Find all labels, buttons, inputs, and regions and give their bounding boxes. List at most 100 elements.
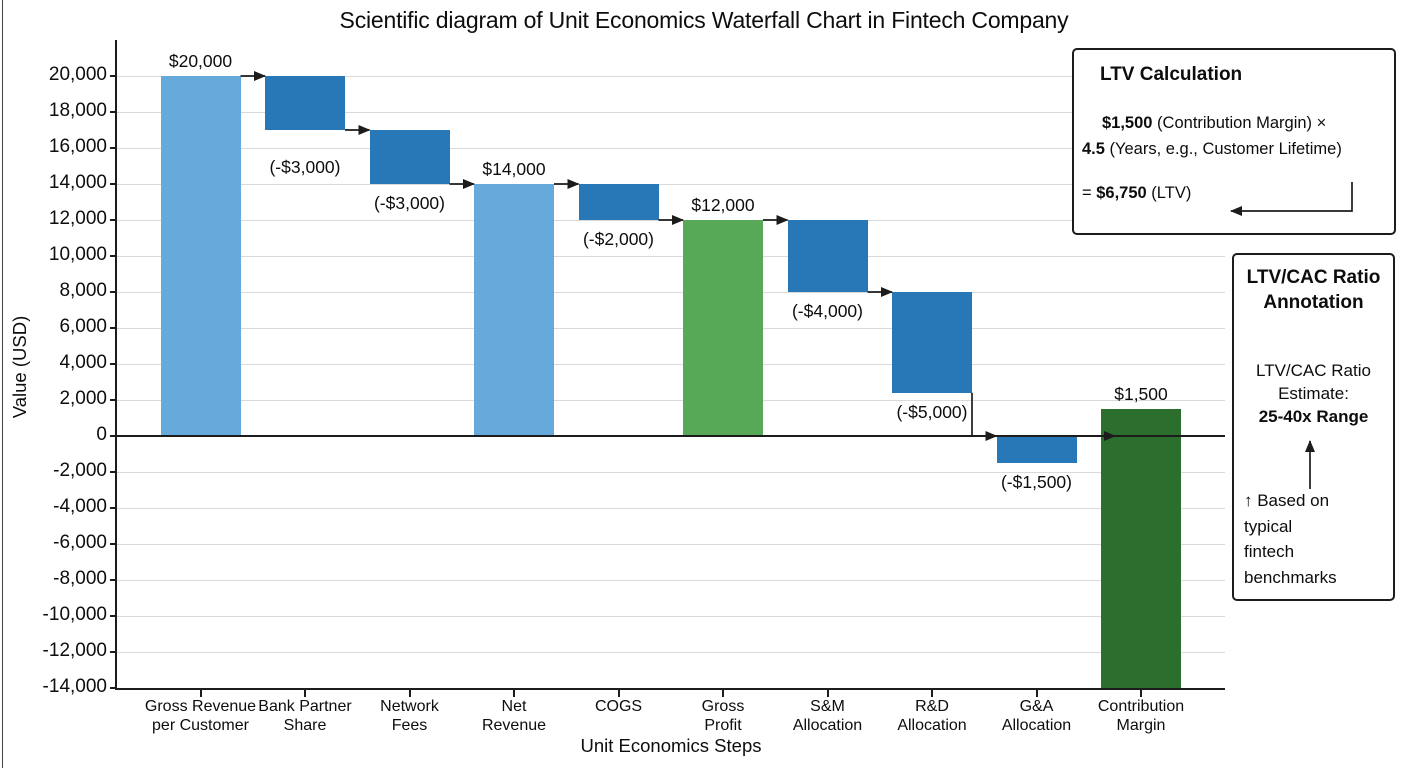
bar-network-fees: [369, 130, 450, 184]
y-tick-label: 14,000: [48, 172, 107, 193]
gridline: [117, 75, 1225, 77]
y-tick-mark: [110, 255, 117, 257]
x-axis-title: Unit Economics Steps: [580, 735, 762, 756]
y-tick-mark: [110, 435, 117, 437]
y-tick-label: 6,000: [59, 316, 107, 337]
gridline: [117, 111, 1225, 113]
bar-s-m-allocation: [787, 220, 868, 292]
y-tick-mark: [110, 219, 117, 221]
chart-title: Scientific diagram of Unit Economics Wat…: [339, 7, 1069, 33]
x-tick-label-net-revenue: Net Revenue: [481, 698, 547, 734]
x-tick-mark: [722, 690, 724, 697]
y-tick-mark: [110, 543, 117, 545]
y-tick-label: 18,000: [48, 100, 107, 121]
y-tick-mark: [110, 111, 117, 113]
y-tick-mark: [110, 147, 117, 149]
x-axis-spine: [117, 688, 1225, 690]
value-label-contribution-margin: $1,500: [1114, 384, 1168, 404]
bar-gross-revenue-per-customer: [160, 76, 241, 436]
x-tick-mark: [1035, 690, 1038, 697]
y-tick-label: 0: [96, 424, 107, 445]
y-tick-mark: [110, 507, 117, 509]
ltv-cac-annotation-title: LTV/CAC Ratio Annotation: [1246, 267, 1381, 313]
x-tick-mark: [826, 690, 829, 697]
bar-g-a-allocation: [996, 436, 1077, 463]
value-label-s-m-allocation: (-$4,000): [791, 301, 863, 321]
gridline: [117, 291, 1225, 293]
x-tick-mark: [408, 690, 411, 697]
y-tick-mark: [110, 327, 117, 329]
y-tick-label: 12,000: [48, 208, 107, 229]
ltv-cac-annotation-body: LTV/CAC Ratio Estimate: 25-40x Range: [1256, 361, 1371, 426]
y-axis-spine: [115, 40, 117, 690]
bar-gross-profit: [683, 220, 763, 436]
x-tick-mark: [513, 690, 515, 697]
gridline: [117, 327, 1225, 329]
value-label-net-revenue: $14,000: [482, 159, 546, 179]
y-tick-label: -2,000: [53, 460, 107, 481]
bar-bank-partner-share: [265, 76, 345, 130]
bar-contribution-margin: [1101, 409, 1181, 688]
y-tick-label: 8,000: [59, 280, 107, 301]
x-tick-label-network-fees: Network Fees: [380, 698, 439, 734]
y-tick-label: -4,000: [53, 496, 107, 517]
x-tick-label-s-m-allocation: S&M Allocation: [792, 698, 863, 734]
bar-cogs: [578, 184, 659, 220]
value-label-gross-revenue-per-customer: $20,000: [168, 51, 233, 71]
value-label-g-a-allocation: (-$1,500): [1000, 472, 1072, 492]
x-tick-label-bank-partner-share: Bank Partner Share: [258, 698, 352, 734]
y-tick-label: -8,000: [53, 568, 107, 589]
ltv-annotation-title: LTV Calculation: [1100, 64, 1243, 85]
y-tick-label: 2,000: [59, 388, 107, 409]
y-tick-label: 16,000: [48, 136, 107, 157]
ltv-line-2: 4.5 (Years, e.g., Customer Lifetime): [1082, 140, 1342, 158]
y-tick-mark: [110, 687, 117, 689]
value-label-network-fees: (-$3,000): [373, 193, 445, 213]
y-tick-mark: [110, 471, 117, 473]
x-tick-mark: [1140, 690, 1142, 697]
y-tick-label: -6,000: [53, 532, 107, 553]
gridline: [117, 399, 1225, 401]
ltv-cac-annotation-note: ↑ Based on typical fintech benchmarks: [1244, 491, 1337, 587]
ltv-cac-ratio-annotation: LTV/CAC Ratio Annotation LTV/CAC Ratio E…: [1232, 253, 1395, 601]
y-tick-label: 4,000: [59, 352, 107, 373]
page-edge-line: [2, 0, 3, 768]
ltv-calculation-annotation: LTV Calculation $1,500 (Contribution Mar…: [1072, 48, 1396, 235]
x-tick-label-cogs: COGS: [594, 698, 643, 715]
x-tick-label-gross-revenue-per-customer: Gross Revenue per Customer: [144, 698, 257, 734]
gridline: [117, 507, 1225, 509]
y-tick-mark: [110, 615, 117, 617]
gridline: [117, 183, 1225, 185]
gridline: [117, 543, 1225, 545]
gridline: [117, 219, 1225, 221]
y-tick-mark: [110, 75, 117, 77]
zero-axis-line: [117, 435, 1225, 437]
gridline: [117, 615, 1225, 617]
y-tick-mark: [110, 183, 117, 185]
y-tick-label: -12,000: [42, 640, 107, 661]
bar-r-d-allocation: [892, 292, 972, 393]
y-tick-label: 10,000: [48, 244, 107, 265]
y-tick-mark: [110, 363, 117, 365]
x-tick-label-gross-profit: Gross Profit: [701, 698, 745, 734]
y-tick-label: -14,000: [42, 676, 107, 697]
gridline: [117, 255, 1225, 257]
value-label-bank-partner-share: (-$3,000): [269, 157, 341, 177]
ltv-annotation-body: $1,500 (Contribution Margin) × 4.5 (Year…: [1082, 110, 1386, 206]
x-tick-mark: [931, 690, 933, 697]
gridline: [117, 363, 1225, 365]
x-tick-label-contribution-margin: Contribution Margin: [1097, 698, 1185, 734]
y-tick-label: -10,000: [42, 604, 107, 625]
gridline: [117, 579, 1225, 581]
x-tick-label-g-a-allocation: G&A Allocation: [1001, 698, 1072, 734]
up-arrow-space: [1234, 428, 1393, 488]
ltv-line-1: $1,500 (Contribution Margin) ×: [1102, 114, 1327, 132]
x-tick-mark: [199, 690, 202, 697]
y-tick-mark: [110, 579, 117, 581]
y-tick-mark: [110, 651, 117, 653]
x-tick-mark: [304, 690, 306, 697]
gridline: [117, 471, 1225, 473]
x-tick-label-r-d-allocation: R&D Allocation: [897, 698, 967, 734]
y-tick-mark: [110, 291, 117, 293]
